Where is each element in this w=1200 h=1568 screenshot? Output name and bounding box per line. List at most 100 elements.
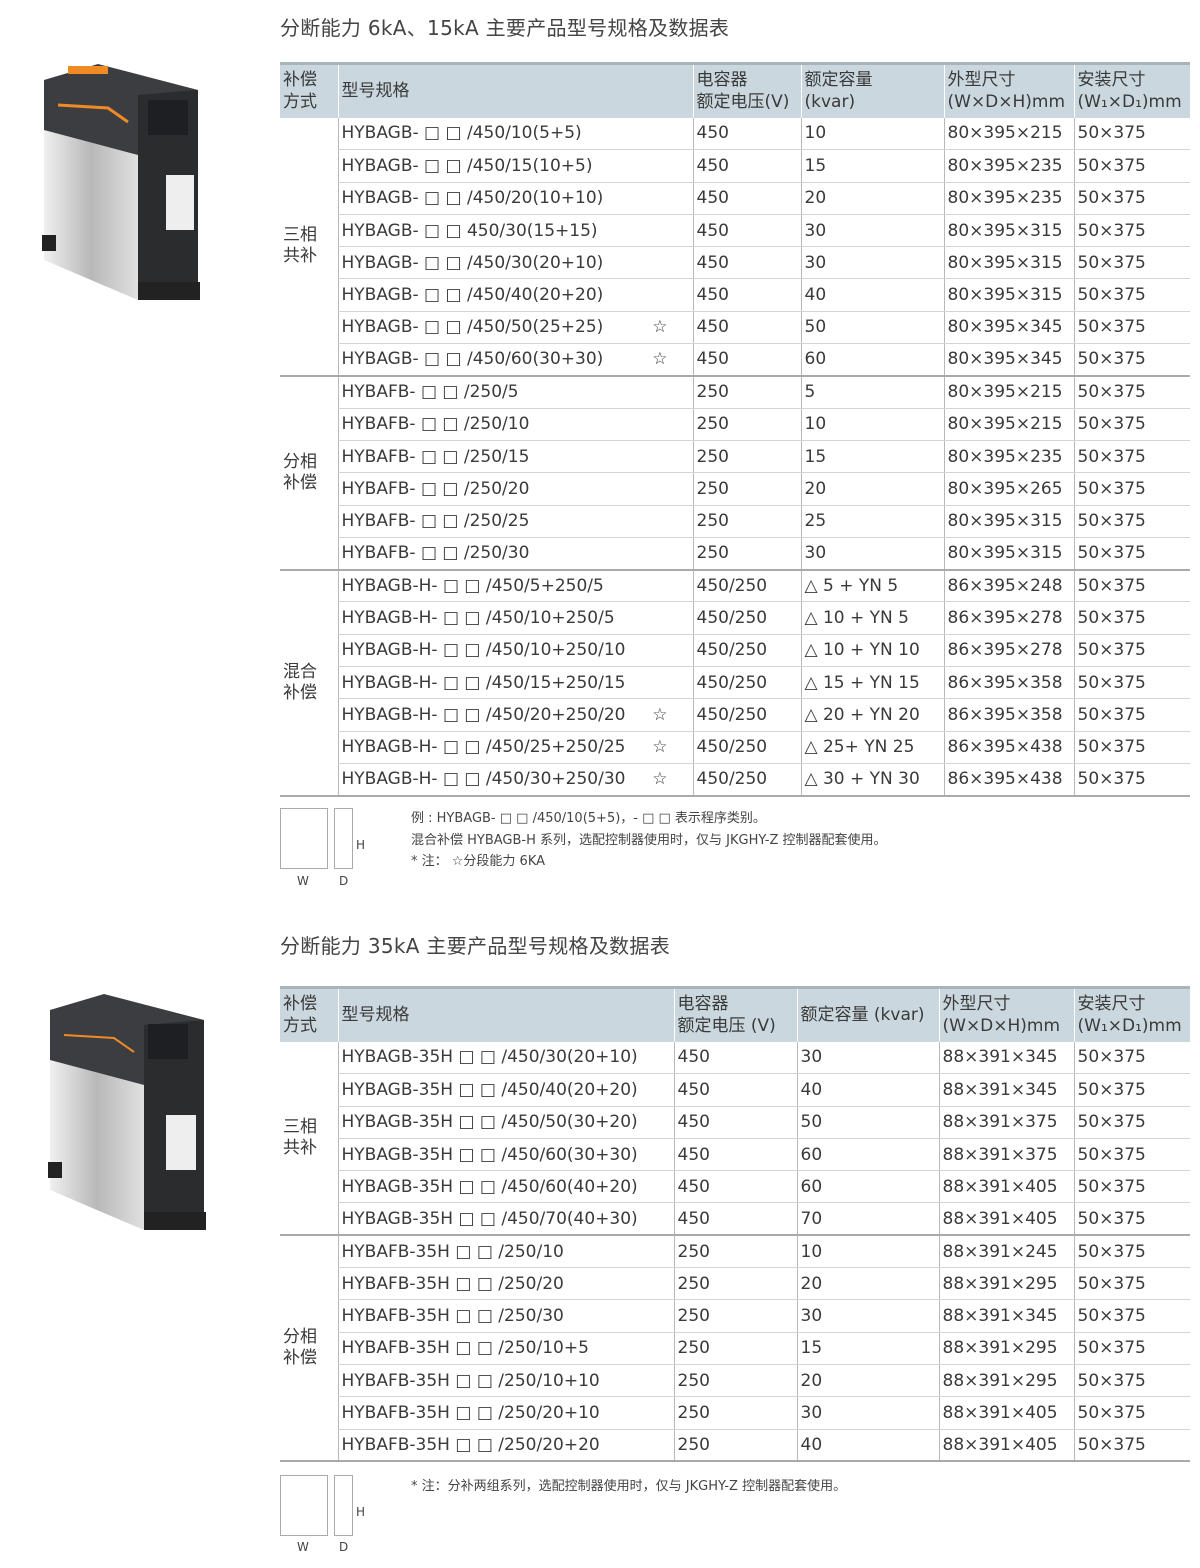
table-row: HYBAGB-35H □ □ /450/70(40+30) 450 70 88×391… [280, 1202, 1190, 1237]
table-row: HYBAGB-35H □ □ /450/60(40+20) 450 60 88×391… [280, 1170, 1190, 1204]
value-cell: 450 [692, 182, 801, 215]
value-cell: 80×395×235 [943, 440, 1074, 474]
model: HYBAGB-35H □ □ /450/60(40+20) [341, 1176, 638, 1197]
value-cell: 80×395×345 [943, 311, 1074, 345]
value-cell: 50×375 [1073, 246, 1190, 280]
value-cell: 20 [796, 1364, 939, 1398]
model-cell: HYBAGB- □ □ /450/10(5+5) [337, 117, 693, 151]
model-cell: HYBAGB-H- □ □ /450/20+250/20 ☆ [337, 698, 693, 732]
value-cell: 450/250 [692, 634, 801, 668]
value-cell: 450 [692, 311, 801, 345]
value-cell: 50×375 [1073, 440, 1190, 474]
value-cell: 50×375 [1073, 1267, 1190, 1301]
value-cell: 50 [796, 1106, 939, 1139]
model: HYBAGB-35H □ □ /450/60(30+30) [341, 1144, 638, 1165]
value-cell: 80×395×315 [943, 537, 1074, 571]
value-cell: 450 [692, 278, 801, 312]
table-row: HYBAFB-35H □ □ /250/20 250 20 88×391×295 50×… [280, 1267, 1190, 1301]
value-cell: 450/250 [692, 569, 801, 603]
value-cell: 250 [673, 1267, 797, 1301]
table-row: HYBAFB-35H □ □ /250/10+10 250 20 88×391×295… [280, 1364, 1190, 1398]
model-cell: HYBAGB-35H □ □ /450/40(20+20) [337, 1073, 674, 1107]
value-cell: 60 [800, 343, 944, 377]
model-cell: HYBAGB-H- □ □ /450/30+250/30 ☆ [337, 763, 693, 797]
column-header: 外型尺寸 (W×D×H)mm [938, 986, 1074, 1042]
table-row: HYBAGB- □ □ /450/40(20+20) 450 40 80×395×31… [280, 278, 1190, 312]
model: HYBAGB-H- □ □ /450/20+250/20 [341, 704, 626, 725]
value-cell: 50×375 [1073, 1073, 1190, 1107]
value-cell: 250 [673, 1429, 797, 1463]
value-cell: 450/250 [692, 763, 801, 797]
model-cell: HYBAGB- □ □ /450/40(20+20) [337, 278, 693, 312]
model-cell: HYBAFB-35H □ □ /250/10+10 [337, 1364, 674, 1398]
value-cell: 450 [692, 149, 801, 183]
model: HYBAGB-H- □ □ /450/15+250/15 [341, 672, 626, 693]
value-cell: 20 [800, 182, 944, 215]
note: 混合补偿 HYBAGB-H 系列，选配控制器使用时，仅与 JKGHY-Z 控制器… [411, 833, 887, 848]
model-cell: HYBAFB- □ □ /250/15 [337, 440, 693, 474]
value-cell: 50×375 [1073, 1138, 1190, 1172]
table-row: HYBAGB-H- □ □ /450/20+250/20 ☆ 450/250 △ 20… [280, 698, 1190, 732]
model-cell: HYBAGB-35H □ □ /450/60(40+20) [337, 1170, 674, 1204]
model: HYBAFB-35H □ □ /250/20+20 [341, 1434, 600, 1455]
value-cell: 450 [673, 1041, 797, 1075]
value-cell: 250 [692, 440, 801, 474]
value-cell: 30 [800, 246, 944, 280]
value-cell: △ 30 + YN 30 [800, 763, 944, 797]
value-cell: 250 [673, 1332, 797, 1365]
value-cell: 60 [796, 1170, 939, 1204]
value-cell: 50×375 [1073, 1299, 1190, 1333]
value-cell: 250 [673, 1364, 797, 1398]
value-cell: 50×375 [1073, 214, 1190, 248]
model: HYBAFB-35H □ □ /250/10 [341, 1241, 564, 1262]
value-cell: 50×375 [1073, 149, 1190, 183]
value-cell: 86×395×438 [943, 731, 1074, 764]
value-cell: 88×391×295 [938, 1332, 1074, 1365]
column-header: 型号规格 [337, 62, 693, 118]
table-row: HYBAGB- □ □ /450/30(20+10) 450 30 80×395×31… [280, 246, 1190, 280]
value-cell: 50×375 [1073, 343, 1190, 377]
value-cell: 450 [673, 1106, 797, 1139]
value-cell: 80×395×315 [943, 278, 1074, 312]
depth-diagram [334, 1475, 353, 1536]
model-cell: HYBAFB-35H □ □ /250/10 [337, 1235, 674, 1269]
value-cell: 30 [800, 537, 944, 571]
value-cell: 80×395×215 [943, 117, 1074, 151]
model: HYBAFB- □ □ /250/20 [341, 478, 530, 499]
value-cell: 10 [796, 1235, 939, 1269]
model-cell: HYBAFB- □ □ /250/30 [337, 537, 693, 571]
value-cell: 50×375 [1073, 763, 1190, 797]
value-cell: 88×391×245 [938, 1235, 1074, 1269]
value-cell: 50×375 [1073, 1235, 1190, 1269]
value-cell: 450/250 [692, 731, 801, 764]
model-cell: HYBAGB- □ □ /450/20(10+10) [337, 182, 693, 215]
value-cell: 20 [796, 1267, 939, 1301]
star-icon: ☆ [652, 349, 668, 370]
w-label: W [297, 874, 309, 888]
model-cell: HYBAGB- □ □ /450/15(10+5) [337, 149, 693, 183]
model-cell: HYBAGB-35H □ □ /450/70(40+30) [337, 1202, 674, 1237]
model-cell: HYBAGB- □ □ /450/60(30+30) ☆ [337, 343, 693, 377]
model-cell: HYBAFB- □ □ /250/5 [337, 375, 693, 409]
value-cell: 50×375 [1073, 375, 1190, 409]
column-header: 补偿 方式 [280, 986, 338, 1042]
value-cell: 50×375 [1073, 182, 1190, 215]
model: HYBAGB- □ □ /450/60(30+30) [341, 349, 604, 370]
model-cell: HYBAGB-H- □ □ /450/15+250/15 [337, 666, 693, 700]
value-cell: 250 [692, 375, 801, 409]
value-cell: 50×375 [1073, 117, 1190, 151]
value-cell: 50×375 [1073, 1202, 1190, 1237]
star-icon: ☆ [652, 737, 668, 758]
value-cell: 80×395×315 [943, 246, 1074, 280]
table-row: HYBAFB-35H □ □ /250/30 250 30 88×391×345 50×… [280, 1299, 1190, 1333]
star-icon: ☆ [652, 704, 668, 725]
value-cell: 15 [796, 1332, 939, 1365]
value-cell: 50×375 [1073, 698, 1190, 732]
value-cell: 30 [796, 1396, 939, 1430]
value-cell: 50×375 [1073, 278, 1190, 312]
model-cell: HYBAGB-H- □ □ /450/5+250/5 [337, 569, 693, 603]
model: HYBAGB-35H □ □ /450/40(20+20) [341, 1079, 638, 1100]
star-icon: ☆ [652, 317, 668, 338]
table-row: HYBAFB-35H □ □ /250/20+10 250 30 88×391×405… [280, 1396, 1190, 1430]
value-cell: 40 [796, 1429, 939, 1463]
